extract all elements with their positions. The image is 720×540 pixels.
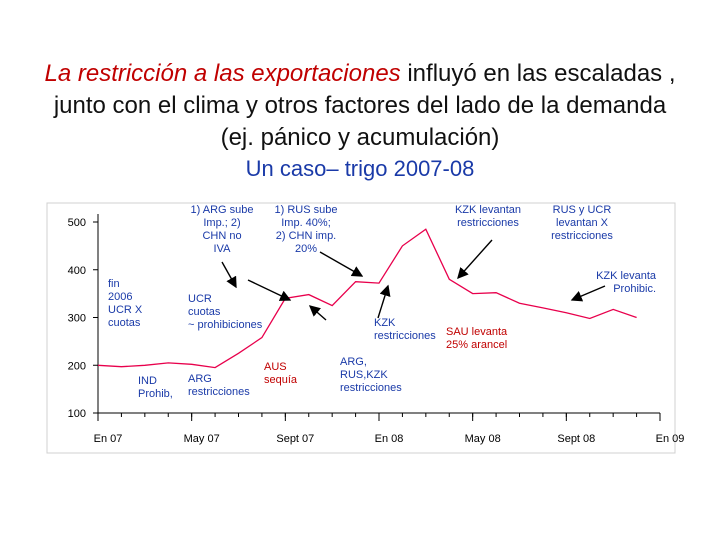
annotation-line: sequía	[264, 374, 298, 386]
arrow-ucr-cuotas	[247, 279, 292, 301]
annotation-line: RUS y UCR	[553, 204, 612, 216]
chart-subtitle: Un caso– trigo 2007-08	[245, 156, 475, 181]
annotation-line: cuotas	[108, 317, 141, 329]
annotation-line: KZK levanta	[596, 270, 657, 282]
annotation-line: cuotas	[188, 306, 221, 318]
arrow-kzk-levantan	[457, 239, 493, 280]
annotation-line: SAU levanta	[446, 326, 508, 338]
arrow-rus-sube	[319, 251, 364, 277]
annotation-line: 1) RUS sube	[275, 204, 338, 216]
annotation-aus-sequia: AUS sequía	[264, 361, 298, 386]
annotation-kzk-levanta-prohib: KZK levanta Prohibic.	[596, 270, 657, 295]
annotation-line: IND	[138, 375, 157, 387]
annotation-line: 2) CHN imp.	[276, 230, 337, 242]
annotation-line: ~ prohibiciones	[188, 319, 263, 331]
annotation-line: restricciones	[457, 217, 519, 229]
annotation-line: UCR X	[108, 304, 143, 316]
annotation-line: Imp.; 2)	[203, 217, 240, 229]
annotation-arg-restricciones: ARG restricciones	[188, 373, 250, 398]
annotation-line: UCR	[188, 293, 212, 305]
y-tick-label: 400	[68, 265, 86, 277]
annotation-arg-rus-kzk: ARG, RUS,KZK restricciones	[340, 356, 402, 394]
x-tick-label: May 08	[465, 433, 501, 445]
annotation-line: restricciones	[551, 230, 613, 242]
arrow-aus-sequia	[308, 305, 327, 321]
annotation-arg-sube: 1) ARG sube Imp.; 2) CHN no IVA	[191, 204, 254, 255]
annotation-rus-sube: 1) RUS sube Imp. 40%; 2) CHN imp. 20%	[275, 204, 338, 255]
annotation-line: 2006	[108, 291, 132, 303]
annotation-kzk-restricciones: KZK restricciones	[374, 317, 436, 342]
title-rest: influyó en las escaladas , junto con el …	[53, 60, 676, 151]
y-tick-label: 200	[68, 360, 86, 372]
x-tick-label: Sept 08	[557, 433, 595, 445]
annotation-line: levantan X	[556, 217, 609, 229]
title-highlight: La restricción a las exportaciones	[44, 60, 401, 87]
annotation-line: fin	[108, 278, 120, 290]
x-tick-label: May 07	[184, 433, 220, 445]
annotation-line: 25% arancel	[446, 339, 507, 351]
annotation-line: ARG	[188, 373, 212, 385]
annotation-kzk-levantan: KZK levantan restricciones	[455, 204, 521, 229]
arrow-kzk-levanta-prohib	[570, 285, 606, 302]
annotation-line: CHN no	[202, 230, 241, 242]
annotation-line: Prohib,	[138, 388, 173, 400]
annotation-line: 20%	[295, 243, 317, 255]
annotation-line: KZK	[374, 317, 396, 329]
annotation-line: ARG,	[340, 356, 367, 368]
annotation-line: AUS	[264, 361, 287, 373]
annotation-sau-levanta: SAU levanta 25% arancel	[446, 326, 508, 351]
y-tick-label: 100	[68, 408, 86, 420]
y-tick-label: 500	[68, 217, 86, 229]
arrow-arg-sube	[221, 261, 237, 289]
y-tick-label: 300	[68, 313, 86, 325]
annotation-line: restricciones	[340, 382, 402, 394]
annotation-line: 1) ARG sube	[191, 204, 254, 216]
chart-frame	[46, 202, 676, 454]
annotation-line: restricciones	[188, 386, 250, 398]
slide-title: La restricción a las exportaciones influ…	[40, 58, 680, 154]
price-series-line	[97, 228, 637, 369]
x-tick-label: En 08	[375, 433, 404, 445]
x-tick-label: En 07	[94, 433, 123, 445]
annotation-line: Prohibic.	[613, 283, 656, 295]
arrow-kzk	[377, 284, 391, 319]
annotation-line: RUS,KZK	[340, 369, 388, 381]
annotation-line: Imp. 40%;	[281, 217, 331, 229]
annotation-line: restricciones	[374, 330, 436, 342]
annotation-line: KZK levantan	[455, 204, 521, 216]
annotation-line: IVA	[214, 243, 232, 255]
annotation-ind-prohib: IND Prohib,	[138, 375, 173, 400]
x-tick-label: Sept 07	[276, 433, 314, 445]
annotation-ucr-cuotas: UCR cuotas ~ prohibiciones	[188, 293, 263, 331]
x-tick-label: En 09	[656, 433, 685, 445]
